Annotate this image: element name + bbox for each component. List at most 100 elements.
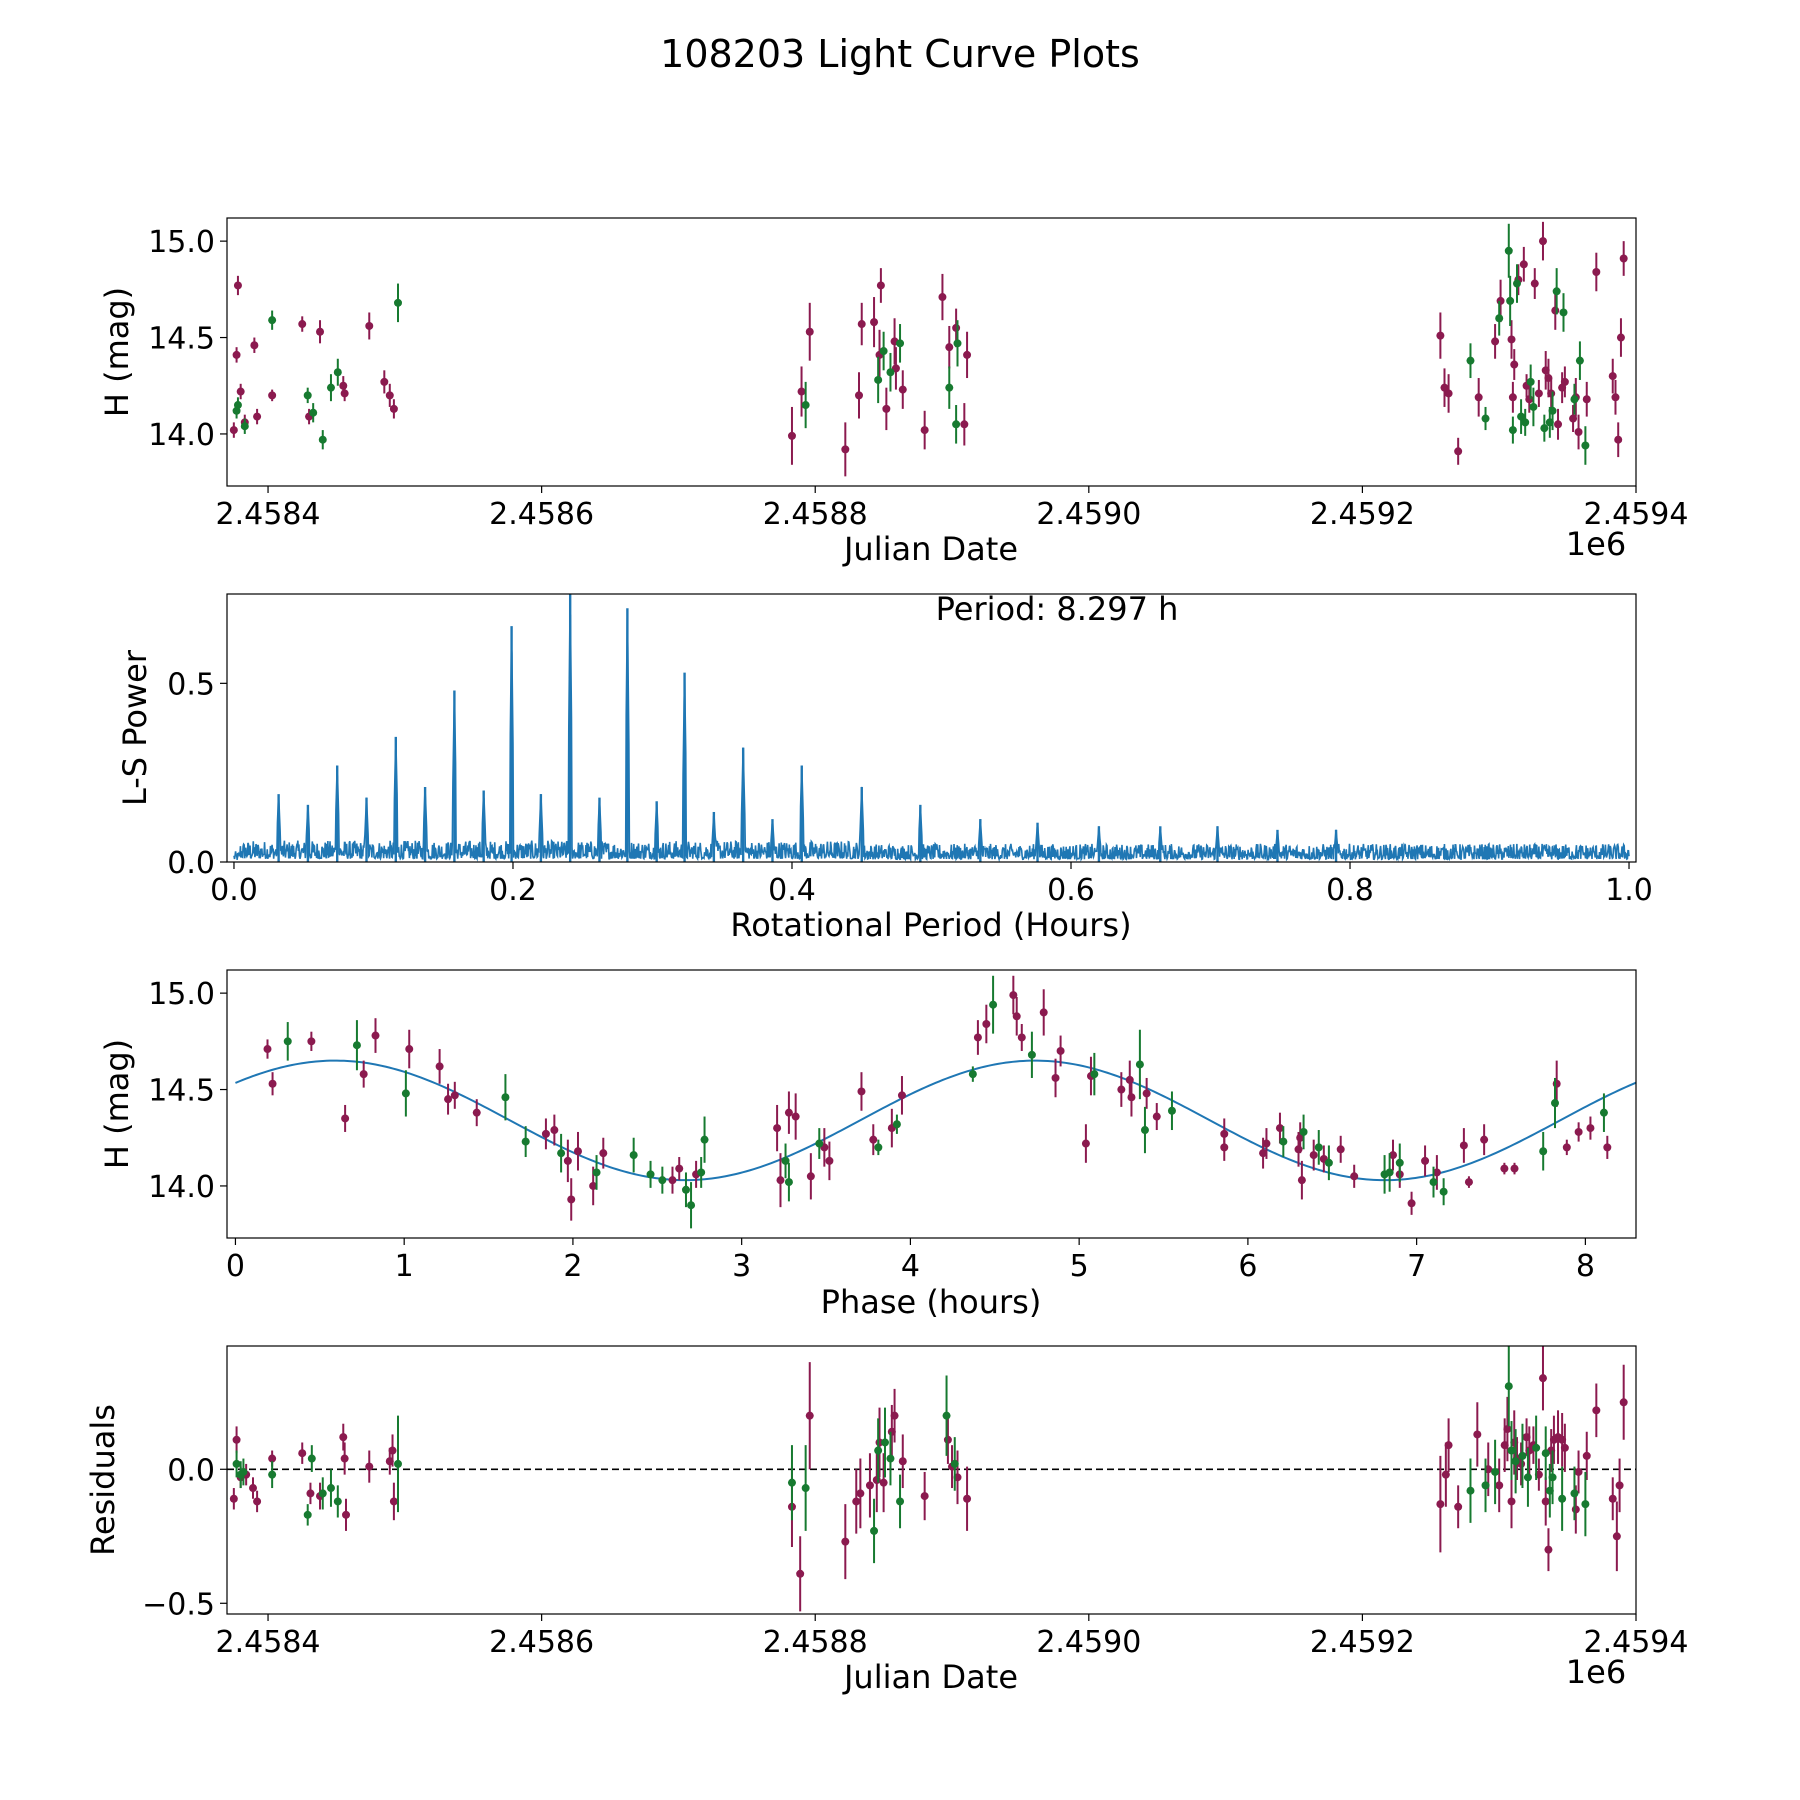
residuals-x-tick-label: 2.4586: [489, 1625, 594, 1660]
light-curve-x-label: Julian Date: [842, 530, 1018, 568]
residuals-point-r: [1473, 1430, 1482, 1439]
light-curve-point-g: [1526, 377, 1535, 386]
light-curve-point-r: [1508, 393, 1517, 402]
phased-point-r: [1081, 1139, 1090, 1148]
phased-point-g: [874, 1143, 883, 1152]
periodogram-x-tick-label: 0.8: [1326, 873, 1374, 908]
phased-point-r: [263, 1045, 272, 1054]
residuals-point-g: [1504, 1382, 1513, 1391]
phased-point-r: [1500, 1164, 1509, 1173]
light-curve-point-g: [1570, 395, 1579, 404]
phased-x-tick-label: 7: [1407, 1249, 1426, 1284]
light-curve-y-tick-label: 14.0: [148, 418, 215, 453]
phased-point-r: [1152, 1112, 1161, 1121]
light-curve-point-r: [938, 293, 947, 302]
residuals-point-r: [1495, 1481, 1504, 1490]
residuals-point-r: [268, 1454, 277, 1463]
periodogram-x-tick-label: 0.2: [489, 873, 537, 908]
light-curve-point-g: [1504, 246, 1513, 255]
phased-point-g: [521, 1137, 530, 1146]
residuals-point-g: [1507, 1446, 1516, 1455]
light-curve-point-g: [1495, 314, 1504, 323]
phased-x-tick-label: 4: [901, 1249, 920, 1284]
residuals-point-r: [306, 1489, 315, 1498]
residuals-point-r: [856, 1489, 865, 1498]
residuals-point-g: [1511, 1457, 1520, 1466]
light-curve-point-r: [298, 320, 307, 329]
light-curve-point-r: [1510, 360, 1519, 369]
residuals-point-r: [1436, 1500, 1445, 1509]
light-curve-point-g: [1506, 296, 1515, 305]
light-curve-point-r: [1547, 389, 1556, 398]
phased-point-g: [1279, 1137, 1288, 1146]
phased-point-r: [573, 1147, 582, 1156]
light-curve-point-r: [1608, 372, 1617, 381]
phased-x-tick-label: 0: [226, 1249, 245, 1284]
phased-x-tick-label: 1: [395, 1249, 414, 1284]
residuals-point-r: [342, 1510, 351, 1519]
phased-point-g: [697, 1168, 706, 1177]
periodogram-y-label: L-S Power: [116, 649, 154, 806]
phased-point-g: [1140, 1126, 1149, 1135]
light-curve-point-g: [233, 401, 242, 410]
light-curve-point-r: [268, 391, 277, 400]
residuals-point-r: [852, 1497, 861, 1506]
phased-point-g: [1429, 1178, 1438, 1187]
residuals-point-r: [796, 1569, 805, 1578]
phased-point-r: [1259, 1149, 1268, 1158]
phased-point-r: [435, 1062, 444, 1071]
phased-point-g: [658, 1176, 667, 1185]
light-curve-point-r: [1551, 306, 1560, 315]
light-curve-point-r: [882, 404, 891, 413]
light-curve-point-g: [1512, 279, 1521, 288]
residuals-point-g: [874, 1446, 883, 1455]
phased-point-r: [1262, 1139, 1271, 1148]
phased-point-g: [1135, 1060, 1144, 1069]
light-curve-point-g: [896, 339, 905, 348]
periodogram-line: [233, 614, 1630, 863]
light-curve-point-g: [318, 435, 327, 444]
phased-point-r: [857, 1087, 866, 1096]
phased-point-r: [773, 1124, 782, 1133]
residuals-point-g: [1570, 1489, 1579, 1498]
residuals-point-g: [1518, 1451, 1527, 1460]
phased-fit-curve: [235, 1059, 1637, 1182]
phased-point-r: [405, 1045, 414, 1054]
residuals-point-r: [1441, 1470, 1450, 1479]
residuals-y-label: Residuals: [84, 1404, 122, 1556]
phased-point-r: [1142, 1089, 1151, 1098]
phased-point-g: [700, 1135, 709, 1144]
light-curve-point-r: [920, 426, 929, 435]
light-curve-point-r: [340, 389, 349, 398]
light-curve-point-r: [1519, 260, 1528, 269]
phased-point-g: [681, 1185, 690, 1194]
phased-point-g: [1167, 1106, 1176, 1115]
phased-point-r: [1275, 1124, 1284, 1133]
light-curve-x-offset: 1e6: [1566, 525, 1626, 563]
phased-y-tick-label: 14.0: [148, 1170, 215, 1205]
phased-point-r: [341, 1114, 350, 1123]
light-curve-point-r: [232, 350, 241, 359]
phased-point-g: [629, 1151, 638, 1160]
residuals-point-r: [1538, 1374, 1547, 1383]
phased-x-tick-label: 5: [1070, 1249, 1089, 1284]
residuals-point-g: [1466, 1486, 1475, 1495]
residuals-point-g: [239, 1467, 248, 1476]
light-curve-point-g: [268, 316, 277, 325]
residuals-point-g: [1558, 1494, 1567, 1503]
residuals-point-g: [1523, 1473, 1532, 1482]
phased-point-g: [687, 1201, 696, 1210]
residuals-panel: 2.4584 2.4586 2.4588 2.4590 2.4592 2.4594 −0.5…: [84, 1345, 1688, 1696]
residuals-point-g: [326, 1484, 335, 1493]
light-curve-point-g: [1508, 426, 1517, 435]
phased-point-g: [968, 1070, 977, 1079]
residuals-point-r: [1444, 1441, 1453, 1450]
residuals-x-tick-label: 2.4584: [216, 1625, 321, 1660]
residuals-point-g: [950, 1459, 959, 1468]
residuals-y-tick-label: −0.5: [142, 1587, 215, 1622]
light-curve-point-r: [1436, 331, 1445, 340]
phased-point-r: [472, 1108, 481, 1117]
residuals-point-r: [898, 1457, 907, 1466]
phased-point-g: [501, 1093, 510, 1102]
